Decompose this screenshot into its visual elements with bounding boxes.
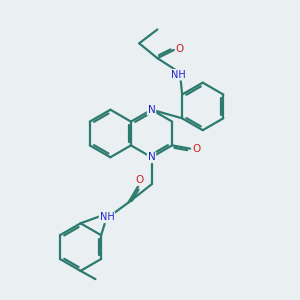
Text: N: N [148, 105, 155, 115]
Text: NH: NH [100, 212, 114, 222]
Text: NH: NH [172, 70, 186, 80]
Text: N: N [148, 152, 155, 162]
Text: O: O [135, 175, 143, 185]
Text: O: O [192, 144, 200, 154]
Text: O: O [176, 44, 184, 54]
